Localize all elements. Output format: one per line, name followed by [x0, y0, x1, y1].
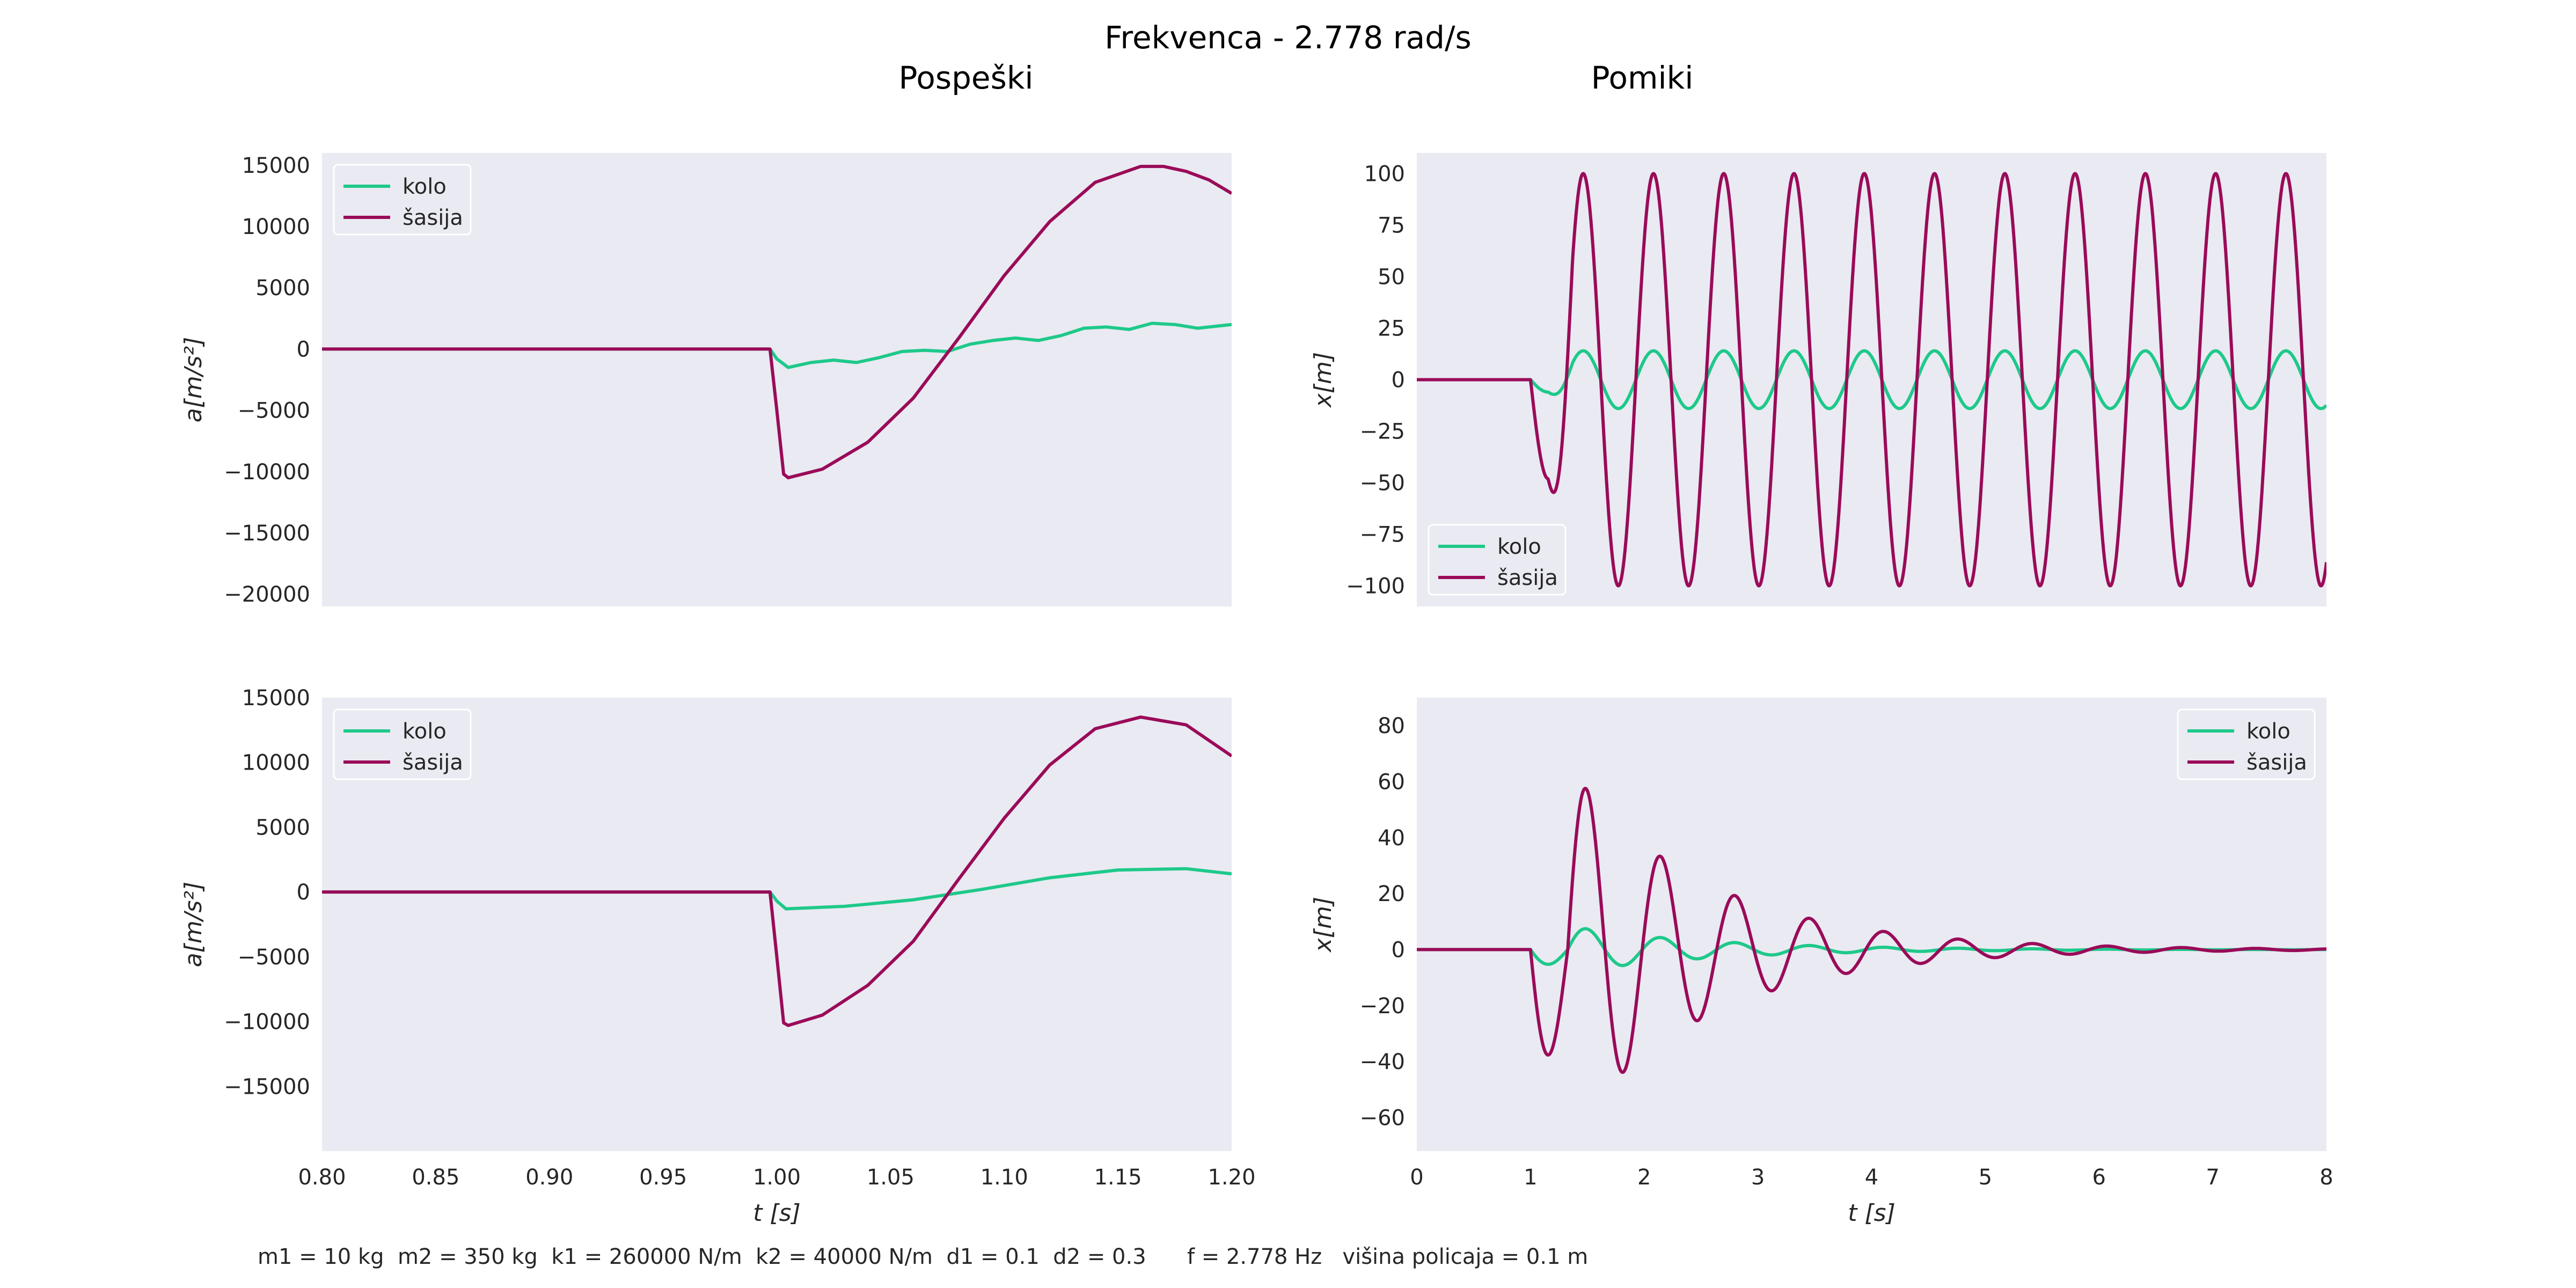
plot-area — [322, 153, 1232, 606]
y-tick-label: 100 — [1364, 162, 1405, 186]
y-tick-label: 5000 — [255, 815, 310, 840]
legend: kolo šasija — [1428, 524, 1567, 596]
y-tick-label: −60 — [1360, 1106, 1405, 1130]
legend-label: šasija — [2246, 750, 2307, 775]
y-tick-label: 0 — [297, 880, 310, 905]
x-tick-label: 5 — [1979, 1165, 1992, 1190]
x-axis-label: t [s] — [753, 1199, 801, 1227]
series-line-kolo — [322, 321, 1232, 369]
y-tick-label: 0 — [1392, 938, 1405, 962]
chart-panel-top-right: 100 75 50 25 0 −25 −50 −75 −100 x[m] kolo šasija — [1309, 153, 2326, 606]
y-tick-label: −40 — [1360, 1050, 1405, 1074]
figure-title: Frekvenca - 2.778 rad/s — [1104, 19, 1471, 56]
legend: kolo šasija — [2177, 708, 2316, 780]
y-axis-label: a[m/s²] — [180, 337, 207, 423]
y-tick-label: −75 — [1360, 523, 1405, 547]
series-line-sasija — [322, 715, 1232, 1027]
x-tick-label: 1.15 — [1094, 1165, 1142, 1190]
y-tick-label: 75 — [1378, 213, 1405, 238]
x-tick-label: 0 — [1410, 1165, 1423, 1190]
series-line-sasija — [322, 165, 1232, 480]
legend-label: kolo — [2246, 719, 2290, 744]
y-tick-label: 5000 — [255, 276, 310, 301]
chart-panel-top-left: 15000 10000 5000 0 −5000 −10000 −15000 −20000 a[… — [180, 153, 1232, 607]
y-tick-label: 60 — [1378, 770, 1405, 794]
y-tick-label: 10000 — [242, 215, 310, 239]
y-tick-label: 15000 — [242, 153, 310, 178]
y-tick-label: −25 — [1360, 420, 1405, 444]
x-tick-label: 0.90 — [525, 1165, 573, 1190]
y-tick-label: 0 — [1392, 368, 1405, 393]
column-title-right: Pomiki — [1591, 60, 1694, 96]
y-tick-label: −100 — [1346, 574, 1405, 599]
x-tick-label: 1.05 — [867, 1165, 914, 1190]
column-title-left: Pospeški — [898, 60, 1033, 96]
legend: kolo šasija — [333, 164, 472, 236]
x-tick-label: 1.10 — [980, 1165, 1028, 1190]
x-tick-label: 4 — [1865, 1165, 1878, 1190]
y-tick-label: −15000 — [224, 1074, 310, 1099]
y-tick-label: 40 — [1378, 826, 1405, 851]
y-axis-label: x[m] — [1309, 897, 1337, 953]
x-tick-label: 0.85 — [412, 1165, 459, 1190]
y-tick-label: −20 — [1360, 994, 1405, 1019]
y-tick-label: −50 — [1360, 471, 1405, 496]
y-tick-label: −15000 — [224, 521, 310, 546]
chart-panel-bottom-left: 15000 10000 5000 0 −5000 −10000 −15000 0.80 0.85… — [180, 686, 1256, 1227]
y-tick-label: 50 — [1378, 265, 1405, 289]
y-tick-label: −10000 — [224, 1010, 310, 1035]
x-tick-label: 6 — [2092, 1165, 2106, 1190]
y-tick-label: 20 — [1378, 882, 1405, 906]
y-tick-label: 0 — [297, 337, 310, 362]
x-tick-label: 1 — [1524, 1165, 1537, 1190]
series-line-sasija — [1417, 172, 2326, 588]
x-tick-label: 0.95 — [639, 1165, 687, 1190]
y-tick-label: 15000 — [242, 686, 310, 711]
chart-panel-bottom-right: 80 60 40 20 0 −20 −40 −60 0 1 2 3 4 5 6 7 8 x[m] t [s] kolo… — [1309, 698, 2333, 1227]
y-tick-label: 80 — [1378, 714, 1405, 738]
x-tick-label: 0.80 — [298, 1165, 346, 1190]
y-axis-label: a[m/s²] — [180, 882, 207, 968]
y-tick-label: −5000 — [238, 399, 310, 423]
y-tick-label: −10000 — [224, 460, 310, 485]
x-tick-label: 2 — [1637, 1165, 1651, 1190]
x-tick-label: 1.20 — [1208, 1165, 1255, 1190]
y-axis-label: x[m] — [1309, 352, 1337, 408]
x-tick-label: 1.00 — [753, 1165, 801, 1190]
series-line-kolo — [322, 867, 1232, 911]
x-tick-label: 3 — [1751, 1165, 1765, 1190]
series-line-sasija — [1417, 787, 2326, 1074]
legend-label: šasija — [402, 750, 463, 775]
y-tick-label: 25 — [1378, 316, 1405, 341]
parameters-footer: m1 = 10 kg m2 = 350 kg k1 = 260000 N/m k… — [258, 1245, 1588, 1269]
legend-label: šasija — [402, 206, 463, 230]
x-tick-label: 7 — [2206, 1165, 2219, 1190]
x-axis-label: t [s] — [1848, 1199, 1896, 1227]
x-tick-label: 8 — [2319, 1165, 2333, 1190]
y-tick-label: −20000 — [224, 582, 310, 607]
y-tick-label: −5000 — [238, 945, 310, 970]
legend-label: kolo — [402, 174, 447, 199]
legend: kolo šasija — [333, 708, 472, 780]
legend-label: kolo — [1497, 535, 1541, 559]
legend-label: šasija — [1497, 566, 1558, 590]
legend-label: kolo — [402, 719, 447, 744]
y-tick-label: 10000 — [242, 751, 310, 775]
series-line-kolo — [1417, 349, 2326, 411]
plot-area — [322, 698, 1232, 1151]
